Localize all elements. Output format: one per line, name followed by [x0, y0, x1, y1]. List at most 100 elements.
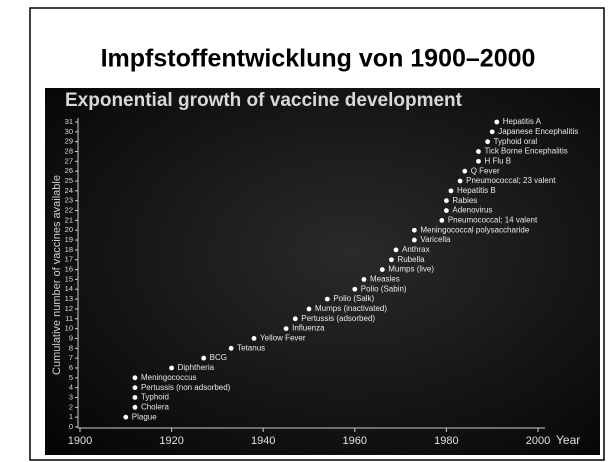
point-label: Plague: [132, 412, 157, 421]
point-label: Pneumococcal; 14 valent: [448, 215, 538, 224]
y-tick-label: 29: [65, 137, 73, 146]
point: [123, 414, 129, 420]
point-label: Rabies: [452, 196, 477, 205]
point: [132, 385, 138, 391]
point-label: Polio (Sabin): [361, 284, 407, 293]
point-label: Yellow Fever: [260, 334, 306, 343]
point: [379, 267, 385, 272]
point: [489, 129, 495, 135]
chart-background: [45, 88, 600, 455]
point: [411, 237, 417, 243]
point: [201, 355, 207, 361]
point: [292, 316, 298, 322]
y-tick-label: 13: [65, 294, 73, 303]
point: [448, 188, 454, 194]
point-label: Hepatitis A: [503, 117, 542, 126]
point: [439, 217, 445, 223]
point-label: Pertussis (adsorbed): [301, 314, 375, 323]
y-tick-label: 9: [69, 333, 73, 342]
point: [485, 139, 491, 145]
y-tick-label: 22: [65, 206, 73, 215]
y-tick-label: 21: [65, 215, 73, 224]
point-label: Typhoid: [141, 393, 169, 402]
y-tick-label: 4: [69, 383, 73, 392]
x-tick-label: 2000: [526, 435, 550, 447]
point-label: Mumps (live): [388, 265, 434, 274]
slide-title: Impfstoffentwicklung von 1900–2000: [101, 45, 536, 73]
point: [324, 296, 330, 302]
point: [393, 247, 399, 253]
point: [352, 286, 358, 292]
point: [444, 198, 449, 204]
y-tick-label: 12: [65, 304, 73, 313]
point-label: Q Fever: [471, 166, 500, 175]
point: [411, 227, 417, 233]
slide-frame: [29, 7, 605, 461]
point-label: Tetanus: [237, 343, 265, 352]
y-tick-label: 10: [65, 324, 73, 333]
y-tick-label: 14: [65, 284, 73, 293]
point-label: Pertussis (non adsorbed): [141, 383, 231, 392]
y-tick-label: 8: [69, 343, 73, 352]
point: [132, 404, 138, 410]
y-tick-label: 17: [65, 255, 73, 264]
x-tick-label: 1900: [68, 435, 92, 447]
point: [462, 168, 468, 174]
point-label: Hepatitis B: [457, 186, 496, 195]
point: [444, 208, 449, 213]
point-label: Pneumococcal; 23 valent: [466, 176, 556, 185]
y-tick-label: 6: [69, 363, 73, 372]
y-tick-label: 26: [65, 166, 73, 175]
y-tick-label: 27: [65, 156, 73, 165]
point-label: Cholera: [141, 402, 170, 411]
y-tick-label: 23: [65, 196, 73, 205]
point-label: Tick Borne Encephalitis: [484, 147, 567, 156]
point-label: BCG: [210, 353, 227, 362]
x-tick-label: 1940: [251, 435, 275, 447]
point: [228, 345, 234, 351]
x-tick-label: 1960: [343, 435, 367, 447]
point-label: Meningococcal polysaccharide: [420, 225, 529, 234]
point: [251, 336, 257, 341]
y-tick-label: 11: [65, 314, 73, 323]
y-tick-label: 16: [65, 265, 73, 274]
x-axis-label: Year: [556, 433, 580, 447]
point: [306, 306, 312, 312]
point-label: Mumps (inactivated): [315, 304, 387, 313]
y-tick-label: 30: [65, 127, 73, 136]
point-label: Diphtheria: [178, 363, 215, 372]
point: [132, 375, 138, 381]
y-tick-label: 31: [65, 117, 73, 126]
y-tick-label: 15: [65, 274, 73, 283]
y-tick-label: 19: [65, 235, 73, 244]
y-tick-label: 0: [69, 422, 73, 431]
point: [476, 149, 481, 154]
y-tick-label: 1: [69, 412, 73, 421]
point-label: Adenovirus: [452, 206, 492, 215]
point-label: Meningococcus: [141, 373, 197, 382]
y-tick-label: 7: [69, 353, 73, 362]
point-label: H Flu B: [484, 156, 511, 165]
y-tick-label: 20: [65, 225, 73, 234]
point-label: Typhoid oral: [494, 137, 538, 146]
point-label: Polio (Salk): [333, 294, 374, 303]
point-label: Measles: [370, 275, 400, 284]
x-tick-label: 1980: [434, 435, 458, 447]
point: [457, 178, 463, 184]
chart-title: Exponential growth of vaccine developmen…: [65, 90, 463, 111]
point: [132, 395, 138, 400]
y-tick-label: 18: [65, 245, 73, 254]
point-label: Influenza: [292, 324, 325, 333]
y-tick-label: 24: [65, 186, 73, 195]
point: [169, 365, 175, 371]
point-label: Varicella: [420, 235, 451, 244]
y-tick-label: 3: [69, 392, 73, 401]
y-tick-label: 25: [65, 176, 73, 185]
point: [389, 257, 394, 263]
point: [476, 158, 481, 164]
point-label: Anthrax: [402, 245, 430, 254]
point: [361, 277, 367, 282]
point: [494, 119, 500, 125]
